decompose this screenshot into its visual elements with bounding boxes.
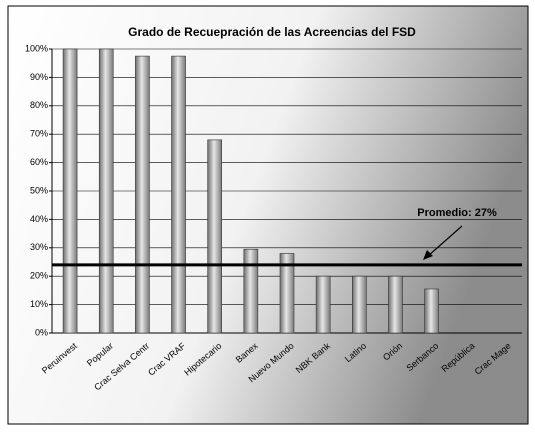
bar — [243, 248, 259, 334]
chart-frame — [7, 5, 529, 425]
y-tick-label: 10% — [30, 299, 48, 309]
y-tick-label: 60% — [30, 157, 48, 167]
bar — [315, 275, 331, 334]
y-tick-label: 90% — [30, 72, 48, 82]
bar — [98, 48, 114, 334]
y-tick-label: 20% — [30, 271, 48, 281]
y-tick-label: 30% — [30, 242, 48, 252]
y-tick-label: 50% — [30, 185, 48, 195]
y-tick-label: 70% — [30, 129, 48, 139]
y-tick-label: 0% — [35, 327, 48, 337]
bar — [135, 55, 150, 334]
arrow — [427, 225, 463, 257]
y-tick-label: 40% — [30, 214, 48, 224]
bar — [62, 48, 78, 334]
bar — [424, 288, 439, 334]
y-tick-label: 80% — [30, 100, 48, 110]
bar — [207, 139, 222, 334]
arrow-head — [423, 250, 433, 260]
chart-title: Grado de Recuepración de las Acreencias … — [128, 25, 416, 39]
bar — [352, 275, 367, 334]
y-tick-label: 100% — [25, 43, 48, 53]
annotation: Promedio: 27% — [417, 207, 497, 219]
bar — [388, 275, 403, 334]
bar — [171, 55, 186, 334]
bar — [279, 253, 295, 334]
